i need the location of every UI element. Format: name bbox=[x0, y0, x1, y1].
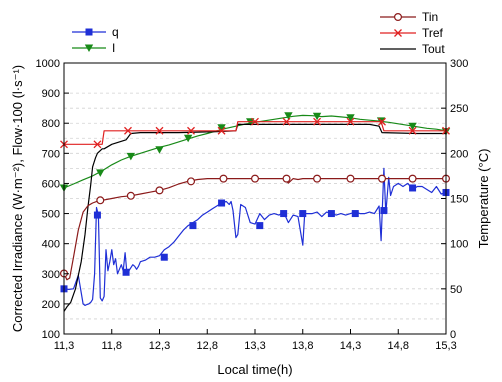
x-tick-label: 12,8 bbox=[197, 340, 218, 352]
point-q bbox=[93, 211, 101, 219]
legend-label-tout: Tout bbox=[422, 42, 445, 56]
point-i bbox=[96, 169, 105, 177]
y-tick-label: 700 bbox=[42, 148, 60, 160]
y-tick-label: 500 bbox=[42, 209, 60, 221]
point-q bbox=[160, 253, 168, 261]
point-i bbox=[312, 112, 322, 121]
y-axis-title-right: Temperature (°C) bbox=[476, 149, 491, 249]
point-tin bbox=[219, 174, 228, 183]
series-line-tout bbox=[63, 123, 446, 312]
x-tick-label: 13,3 bbox=[244, 340, 265, 352]
y-tick-label: 800 bbox=[42, 118, 60, 130]
series-tout bbox=[63, 123, 446, 312]
point-tref bbox=[313, 117, 322, 126]
point-tref bbox=[93, 140, 102, 149]
y-tick-label: 100 bbox=[42, 329, 60, 341]
point-tin bbox=[96, 196, 105, 205]
x-axis: 11,3 11,8 12,3 12,8 13,3 13,8 14,3 14,8 15,3 bbox=[54, 329, 457, 352]
point-tref bbox=[378, 117, 386, 126]
grid-lines bbox=[64, 92, 446, 320]
series-layer bbox=[59, 112, 451, 312]
point-q bbox=[409, 184, 417, 192]
y-axis-left: 100 200 300 400 500 600 700 800 900 1000 bbox=[36, 58, 69, 341]
point-tin bbox=[378, 174, 387, 183]
point-tref bbox=[282, 117, 291, 126]
y2-tick-label: 100 bbox=[450, 239, 468, 251]
point-tref bbox=[217, 126, 226, 135]
point-tref bbox=[408, 126, 417, 135]
legend-label-tin: Tin bbox=[422, 10, 438, 24]
y-tick-label: 400 bbox=[42, 239, 60, 251]
point-i bbox=[346, 114, 355, 122]
point-tin bbox=[346, 174, 355, 183]
x-tick-label: 13,8 bbox=[292, 340, 313, 352]
y-axis-right: 0 50 100 150 200 250 300 bbox=[441, 58, 468, 341]
y2-tick-label: 200 bbox=[450, 148, 468, 160]
point-i bbox=[217, 124, 226, 132]
point-i bbox=[408, 122, 417, 131]
legend-marker-i bbox=[84, 44, 94, 52]
x-tick-label: 15,3 bbox=[435, 340, 456, 352]
x-tick-label: 14,3 bbox=[340, 340, 361, 352]
x-tick-label: 12,3 bbox=[149, 340, 170, 352]
legend-marker-q bbox=[85, 28, 93, 36]
point-tref bbox=[187, 126, 195, 135]
point-q bbox=[351, 210, 359, 218]
y2-tick-label: 50 bbox=[450, 284, 462, 296]
x-tick-label: 11,3 bbox=[54, 340, 75, 352]
point-q bbox=[327, 210, 335, 218]
point-q bbox=[122, 268, 130, 276]
point-i bbox=[126, 152, 136, 161]
y-tick-label: 1000 bbox=[36, 58, 60, 70]
legend-top-right: Tin Tref Tout bbox=[380, 10, 445, 56]
point-q bbox=[218, 199, 226, 207]
y-axis-title-left: Corrected Irradiance (W·m⁻²), Flow·100 (… bbox=[10, 65, 25, 332]
legend-label-tref: Tref bbox=[422, 26, 444, 40]
y2-tick-label: 150 bbox=[450, 194, 468, 206]
legend-top-left: qI bbox=[72, 25, 119, 55]
series-line-q bbox=[63, 167, 447, 306]
y2-tick-label: 250 bbox=[450, 103, 468, 115]
x-axis-title: Local time(h) bbox=[217, 362, 292, 377]
point-tin bbox=[155, 186, 164, 195]
point-q bbox=[280, 210, 288, 218]
series-tref bbox=[60, 117, 450, 149]
point-tin bbox=[187, 177, 196, 186]
point-tin bbox=[408, 174, 417, 183]
y2-tick-label: 0 bbox=[450, 329, 456, 341]
point-i bbox=[183, 134, 193, 143]
point-i bbox=[284, 112, 293, 120]
legend-marker-tref bbox=[394, 29, 402, 37]
y2-tick-label: 300 bbox=[450, 58, 468, 70]
series-q bbox=[60, 167, 450, 306]
y-tick-label: 300 bbox=[42, 269, 60, 281]
point-q bbox=[256, 222, 264, 230]
point-tref bbox=[251, 117, 259, 126]
point-tref bbox=[124, 126, 132, 135]
point-q bbox=[380, 207, 388, 215]
point-tin bbox=[313, 174, 322, 183]
legend-label-q: q bbox=[112, 25, 119, 39]
y-tick-label: 900 bbox=[42, 88, 60, 100]
legend-marker-tin bbox=[394, 13, 403, 22]
point-tref bbox=[155, 126, 164, 135]
point-q bbox=[299, 210, 307, 218]
point-i bbox=[155, 146, 164, 154]
series-tin bbox=[59, 174, 451, 281]
point-tin bbox=[251, 174, 260, 183]
point-q bbox=[189, 222, 197, 230]
legend-label-i: I bbox=[112, 41, 115, 55]
x-tick-label: 11,8 bbox=[101, 340, 122, 352]
x-tick-label: 14,8 bbox=[388, 340, 409, 352]
y-tick-label: 600 bbox=[42, 178, 60, 190]
point-tin bbox=[282, 174, 291, 183]
point-tref bbox=[346, 117, 355, 126]
point-tin bbox=[126, 191, 135, 200]
series-line-tref bbox=[64, 121, 446, 145]
y-tick-label: 200 bbox=[42, 299, 60, 311]
